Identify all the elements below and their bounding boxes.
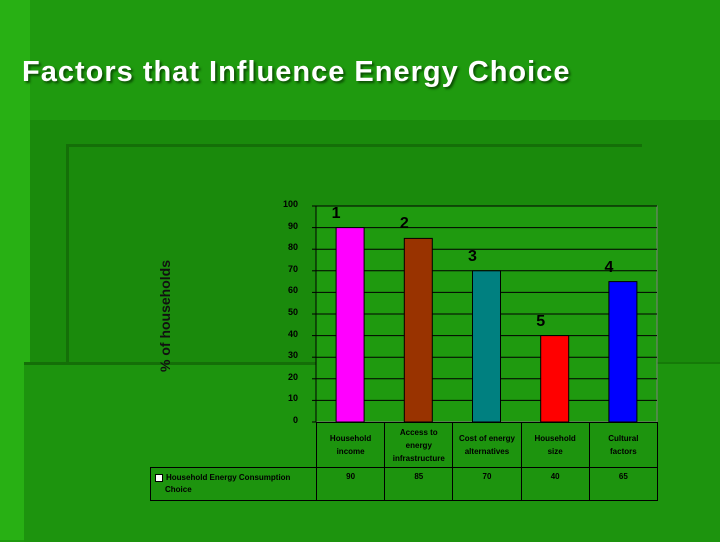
y-tick-label: 50 — [287, 307, 298, 317]
y-tick-label: 100 — [282, 199, 298, 209]
table-corner — [151, 423, 317, 468]
legend-label-line-1: Household Energy Consumption — [166, 473, 291, 482]
slide-title: Factors that Influence Energy Choice — [22, 56, 571, 88]
decorative-line — [24, 362, 384, 365]
category-label-line: Access to — [399, 427, 438, 437]
table-row: Household Energy Consumption Choice 90 85… — [150, 467, 658, 501]
bar-rank-label: 4 — [604, 258, 614, 276]
y-tick-label: 80 — [287, 242, 298, 253]
category-label-line: Cost of energy — [458, 434, 515, 443]
y-tick-label: 40 — [287, 328, 298, 339]
table-header-row: Household income Access to energy infrastruc… — [151, 422, 658, 468]
category-label-line: Household — [329, 434, 372, 443]
bar — [472, 270, 501, 423]
bar-rank-label: 5 — [536, 312, 546, 330]
y-tick-label: 90 — [287, 220, 298, 231]
decorative-line — [66, 144, 69, 364]
bar — [608, 281, 638, 423]
table-value-cell: 40 — [520, 467, 590, 501]
category-label-line: income — [336, 447, 365, 456]
category-label-line: Household — [534, 434, 576, 443]
category-label-line: alternatives — [464, 447, 510, 456]
category-label-line: factors — [610, 447, 637, 456]
category-label-line: energy — [405, 440, 432, 450]
table-value-cell: 70 — [452, 467, 522, 501]
category-label-line: Cultural — [608, 434, 639, 443]
bar-rank-label: 2 — [399, 215, 409, 233]
bar — [540, 335, 570, 423]
y-axis-label: % of households — [157, 260, 173, 372]
y-tick-label: 20 — [287, 371, 298, 382]
bar — [335, 227, 365, 423]
category-label-line: infrastructure — [392, 453, 445, 463]
legend-label-line-2: Choice — [165, 485, 192, 494]
y-tick-label: 60 — [287, 285, 298, 296]
decorative-line — [66, 144, 642, 147]
category-label-line: size — [547, 447, 563, 456]
category-label: Household income — [315, 422, 386, 468]
y-tick-label: 70 — [287, 263, 298, 274]
legend-series-label: Household Energy Consumption Choice — [150, 467, 317, 501]
y-tick-label: 10 — [287, 393, 298, 404]
legend-swatch — [155, 473, 163, 482]
category-label: Cultural factors — [588, 422, 658, 468]
category-label: Access to energy infrastructure — [384, 422, 454, 468]
bar — [403, 237, 433, 423]
table-value-cell: 85 — [384, 467, 454, 501]
category-label: Household size — [520, 422, 590, 468]
data-table: Household income Access to energy infrastruc… — [150, 422, 658, 501]
bar-rank-label: 3 — [468, 247, 477, 265]
table-value-cell: 65 — [588, 467, 658, 501]
y-tick-label: 30 — [287, 350, 298, 361]
table-value-cell: 90 — [315, 467, 386, 501]
y-tick-label: 0 — [292, 415, 298, 425]
category-label: Cost of energy alternatives — [452, 422, 522, 468]
bar-rank-label: 1 — [331, 204, 341, 222]
